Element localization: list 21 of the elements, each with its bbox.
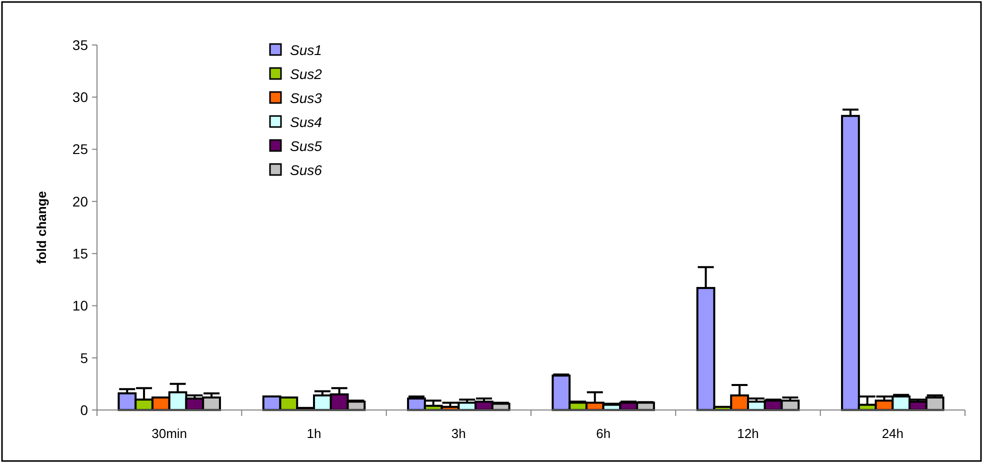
x-tick-label: 24h: [882, 426, 904, 441]
legend-label: Sus5: [290, 138, 322, 154]
x-tick-label: 30min: [152, 426, 188, 441]
x-tick-label: 6h: [596, 426, 611, 441]
y-tick-label: 30: [72, 89, 88, 106]
y-tick-label: 25: [72, 141, 88, 158]
y-axis-title: fold change: [34, 191, 49, 264]
legend-label: Sus3: [290, 90, 322, 106]
legend-label: Sus2: [290, 66, 322, 82]
x-tick-label: 12h: [737, 426, 759, 441]
y-tick-label: 20: [72, 193, 88, 210]
y-tick-label: 10: [72, 298, 88, 314]
y-tick-label: 0: [80, 402, 88, 418]
x-tick-label: 1h: [306, 426, 322, 441]
y-tick-label: 35: [72, 36, 88, 53]
legend-label: Sus6: [290, 162, 322, 178]
x-tick-label: 3h: [451, 426, 466, 441]
legend-label: Sus4: [290, 114, 322, 130]
y-tick-label: 15: [72, 245, 88, 262]
legend-label: Sus1: [290, 42, 322, 58]
y-tick-label: 5: [80, 350, 88, 366]
